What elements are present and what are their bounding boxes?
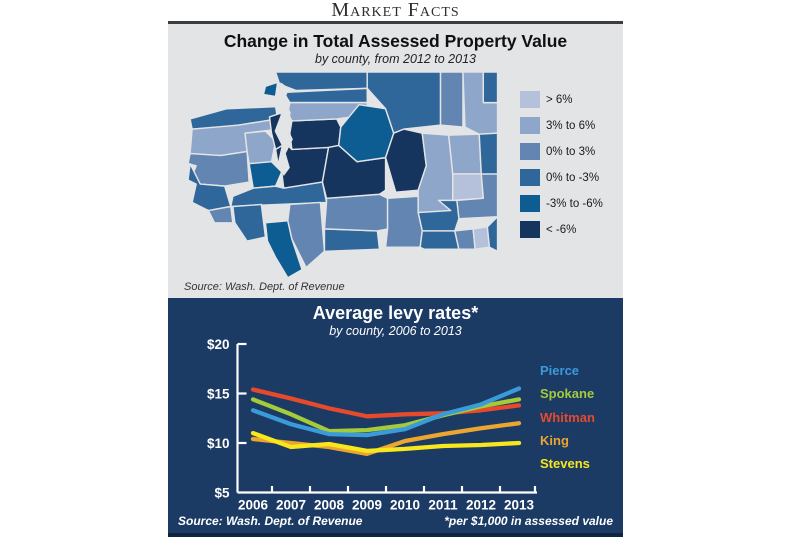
county-spokane: [478, 132, 499, 175]
county-king: [289, 118, 342, 151]
county-klickitat: [323, 228, 381, 253]
x-tick-label: 2012: [466, 498, 496, 513]
masthead-rule: [168, 21, 623, 24]
levy-rates-line-chart: $5 $10 $15 $20 2006 2007 2008 2009 2010 2011 2012 2…: [207, 337, 537, 513]
infographic: Market Facts Change in Total Assessed Pr…: [168, 0, 623, 537]
chart-footnote: *per $1,000 in assessed value: [444, 514, 613, 528]
map-legend-item: 0% to -3%: [520, 169, 603, 186]
legend-swatch: [520, 169, 540, 186]
county-wahkiakum: [207, 205, 234, 224]
masthead-title: Market Facts: [331, 0, 460, 21]
county-mason: [244, 130, 277, 165]
county-cowlitz: [232, 203, 267, 242]
levy-rates-chart-panel: Average levy rates* by county, 2006 to 2…: [168, 298, 623, 537]
x-tick-label: 2009: [352, 498, 382, 513]
x-tick-label: 2010: [390, 498, 420, 513]
chart-title: Average levy rates*: [312, 303, 479, 323]
chart-subtitle: by county, 2006 to 2013: [329, 324, 462, 338]
legend-label: < -6%: [546, 223, 577, 236]
county-pend-oreille: [482, 71, 499, 104]
county-garfield: [472, 226, 491, 250]
map-legend: > 6% 3% to 6% 0% to 3% 0% to -3% -3% to -6% <…: [520, 91, 603, 247]
chart-source-note: Source: Wash. Dept. of Revenue: [178, 514, 363, 528]
county-benton: [384, 195, 423, 248]
county-adams: [452, 173, 485, 202]
bottom-border: [168, 533, 623, 537]
county-yakima: [323, 193, 389, 232]
map-legend-item: 0% to 3%: [520, 143, 603, 160]
series-label-king: King: [540, 432, 569, 448]
y-tick-label: $10: [207, 436, 230, 451]
map-legend-item: < -6%: [520, 221, 603, 238]
legend-swatch: [520, 117, 540, 134]
series-line-whitman: [250, 387, 522, 419]
county-thurston: [248, 160, 283, 189]
legend-swatch: [520, 143, 540, 160]
x-tick-label: 2008: [314, 498, 345, 513]
series-label-pierce: Pierce: [540, 363, 580, 378]
series-line-stevens: [250, 430, 522, 454]
legend-label: > 6%: [546, 93, 573, 106]
series-label-whitman: Whitman: [540, 409, 595, 425]
puget-sound-water: [273, 82, 293, 176]
series-label-stevens: Stevens: [540, 456, 590, 472]
x-tick-label: 2011: [428, 498, 458, 513]
map-legend-item: 3% to 6%: [520, 117, 603, 134]
y-tick-label: $15: [207, 387, 230, 402]
washington-county-choropleth-map: [187, 71, 499, 279]
county-walla-walla: [419, 230, 460, 250]
map-panel-subtitle: by county, from 2012 to 2013: [315, 52, 476, 66]
legend-label: -3% to -6%: [546, 197, 603, 210]
legend-label: 0% to 3%: [546, 145, 596, 158]
series-line-king: [250, 421, 522, 457]
county-lincoln: [447, 133, 482, 175]
legend-label: 0% to -3%: [546, 171, 600, 184]
legend-label: 3% to 6%: [546, 119, 596, 132]
series-label-spokane: Spokane: [540, 386, 595, 402]
series-line-pierce: [250, 386, 522, 438]
map-legend-item: > 6%: [520, 91, 603, 108]
county-ferry: [439, 71, 464, 128]
map-panel-title: Change in Total Assessed Property Value: [223, 31, 568, 51]
x-tick-label: 2007: [276, 498, 306, 513]
y-tick-label: $20: [207, 337, 230, 352]
x-tick-label: 2006: [238, 498, 269, 513]
county-whatcom: [274, 71, 368, 92]
legend-swatch: [520, 195, 540, 212]
assessed-value-map-panel: Change in Total Assessed Property Value …: [168, 24, 623, 298]
y-tick-label: $5: [214, 486, 230, 501]
map-legend-item: -3% to -6%: [520, 195, 603, 212]
chart-legend: Pierce Spokane Whitman King Stevens: [540, 359, 595, 475]
x-tick-label: 2013: [504, 498, 535, 513]
map-source-note: Source: Wash. Dept. of Revenue: [184, 281, 345, 293]
legend-swatch: [520, 91, 540, 108]
county-columbia: [454, 228, 476, 250]
county-asotin: [486, 215, 499, 253]
legend-swatch: [520, 221, 540, 238]
